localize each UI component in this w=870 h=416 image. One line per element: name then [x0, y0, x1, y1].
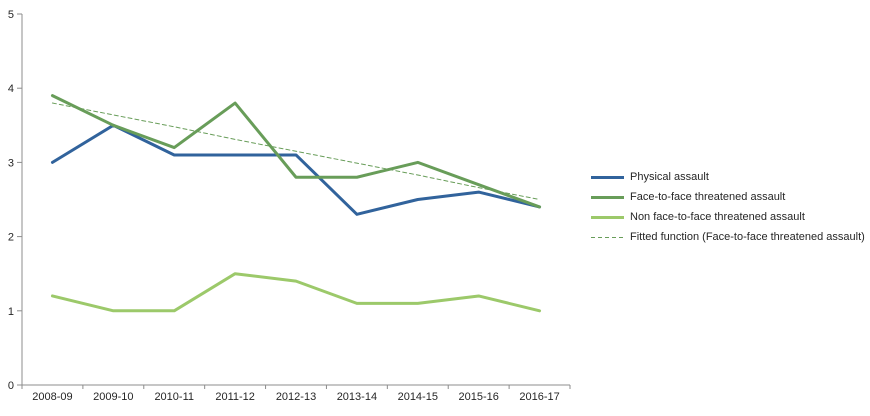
legend-item-face-to-face-threatened-assault: Face-to-face threatened assault: [591, 191, 865, 204]
series-line-fitted-function-face-to-face-threatened-assault: [51, 102, 541, 200]
x-tick-label: 2016-17: [519, 391, 559, 403]
legend-swatch-non-face-to-face-threatened-assault: [591, 216, 624, 219]
y-tick-label: 4: [8, 83, 14, 95]
series-line-non-face-to-face-threatened-assault: [50, 272, 542, 313]
y-tick-label: 5: [8, 9, 14, 21]
legend-item-non-face-to-face-threatened-assault: Non face-to-face threatened assault: [591, 211, 865, 224]
x-tick-label: 2013-14: [337, 391, 377, 403]
x-tick-label: 2010-11: [154, 391, 194, 403]
legend-swatch-face-to-face-threatened-assault: [591, 196, 624, 199]
legend-swatch-fitted-function: [591, 237, 624, 238]
series-line-face-to-face-threatened-assault: [50, 94, 542, 209]
chart-legend: Physical assault Face-to-face threatened…: [591, 171, 865, 244]
legend-label-face-to-face-threatened-assault: Face-to-face threatened assault: [630, 191, 786, 203]
y-tick-label: 3: [8, 157, 14, 169]
x-tick-label: 2015-16: [458, 391, 498, 403]
legend-label-physical-assault: Physical assault: [630, 171, 709, 183]
series-line-physical-assault: [50, 123, 542, 216]
legend-label-fitted-function: Fitted function (Face-to-face threatened…: [630, 231, 865, 243]
line-chart-plot: 0 1 2 3 4 5 2008-09 2009-10 2010-11 2011-12 2012-1…: [8, 9, 571, 403]
y-tick-label: 2: [8, 232, 14, 244]
legend-item-physical-assault: Physical assault: [591, 171, 865, 184]
y-tick-label: 1: [8, 306, 14, 318]
x-tick-label: 2012-13: [276, 391, 316, 403]
x-tick-label: 2014-15: [398, 391, 438, 403]
legend-label-non-face-to-face-threatened-assault: Non face-to-face threatened assault: [630, 211, 805, 223]
y-tick-label: 0: [8, 380, 14, 392]
x-tick-label: 2009-10: [93, 391, 133, 403]
legend-item-fitted-function: Fitted function (Face-to-face threatened…: [591, 231, 865, 244]
legend-swatch-physical-assault: [591, 176, 624, 179]
x-tick-label: 2011-12: [215, 391, 255, 403]
x-tick-label: 2008-09: [32, 391, 72, 403]
